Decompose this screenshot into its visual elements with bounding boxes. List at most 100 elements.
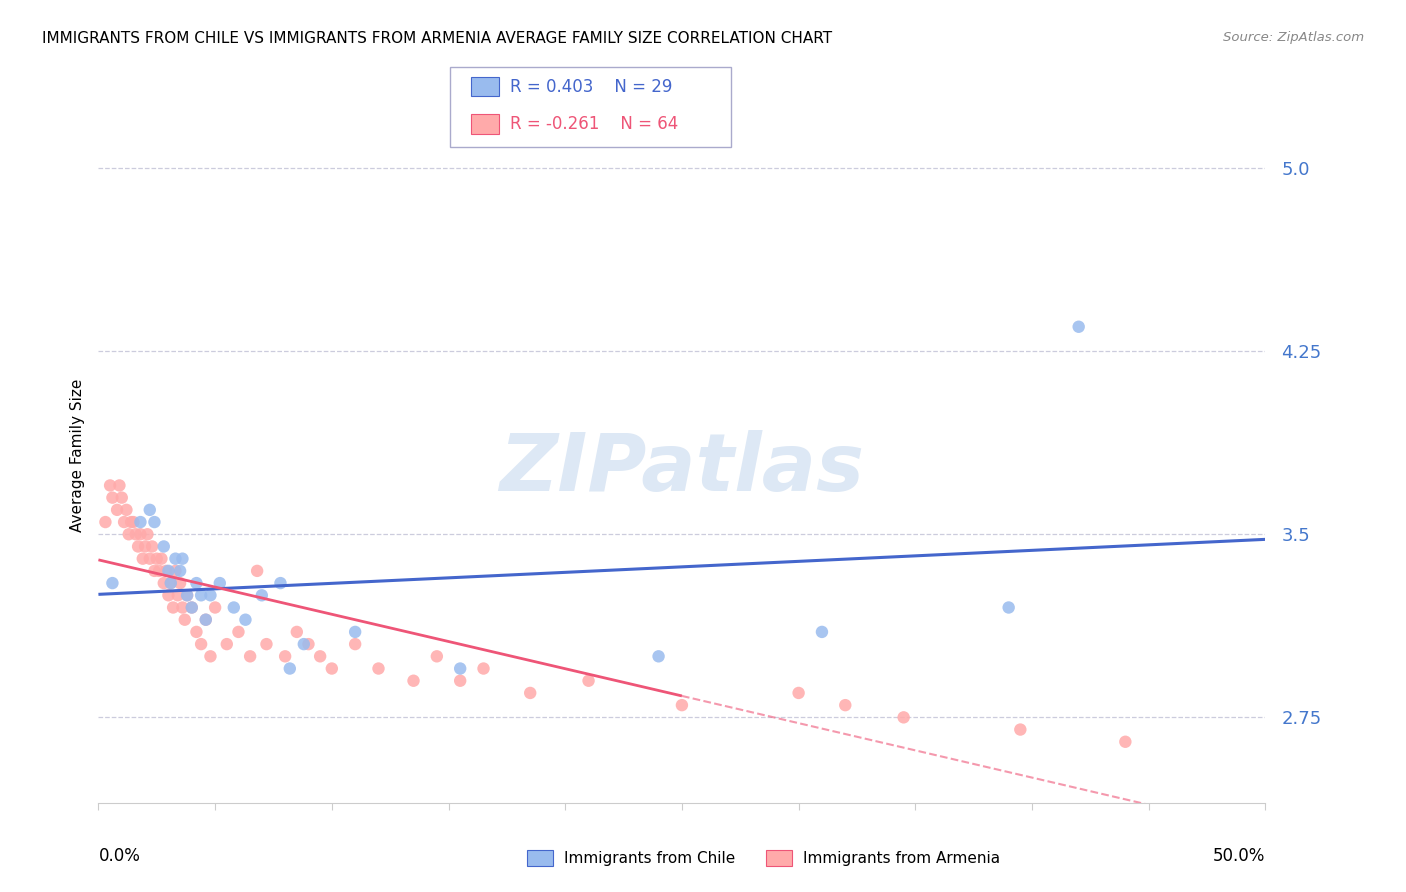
Point <box>111 491 134 505</box>
Point <box>519 686 541 700</box>
Point <box>157 588 180 602</box>
Point <box>165 564 187 578</box>
Point <box>194 613 217 627</box>
Point <box>278 661 301 675</box>
Point <box>173 613 195 627</box>
Point <box>139 551 162 566</box>
Point <box>893 710 915 724</box>
Point <box>190 588 212 602</box>
Point <box>129 515 152 529</box>
Point <box>285 624 308 639</box>
Point <box>176 588 198 602</box>
Point <box>132 551 155 566</box>
Text: 50.0%: 50.0% <box>1213 847 1265 864</box>
Point <box>127 540 149 554</box>
Point <box>250 588 273 602</box>
Point <box>186 624 208 639</box>
Point <box>180 600 202 615</box>
Point <box>152 540 174 554</box>
Point <box>787 686 810 700</box>
Point <box>172 551 194 566</box>
Point <box>235 613 257 627</box>
Point <box>344 624 367 639</box>
Point <box>1067 319 1090 334</box>
Text: IMMIGRANTS FROM CHILE VS IMMIGRANTS FROM ARMENIA AVERAGE FAMILY SIZE CORRELATION: IMMIGRANTS FROM CHILE VS IMMIGRANTS FROM… <box>42 31 832 46</box>
Point <box>578 673 600 688</box>
Point <box>204 600 226 615</box>
Point <box>449 661 471 675</box>
Point <box>101 576 124 591</box>
Point <box>125 527 148 541</box>
Point <box>274 649 297 664</box>
Point <box>402 673 425 688</box>
Point <box>129 527 152 541</box>
Text: 0.0%: 0.0% <box>98 847 141 864</box>
Point <box>159 576 181 591</box>
Point <box>297 637 319 651</box>
Point <box>215 637 238 651</box>
Text: R = -0.261    N = 64: R = -0.261 N = 64 <box>510 115 679 133</box>
Point <box>148 564 170 578</box>
Point <box>122 515 145 529</box>
Point <box>157 564 180 578</box>
Point <box>112 515 135 529</box>
Point <box>228 624 250 639</box>
Point <box>141 540 163 554</box>
Point <box>98 478 121 492</box>
Point <box>997 600 1019 615</box>
Point <box>269 576 291 591</box>
Point <box>367 661 389 675</box>
Text: ZIPatlas: ZIPatlas <box>499 430 865 508</box>
Point <box>150 551 173 566</box>
Point <box>449 673 471 688</box>
Point <box>155 564 177 578</box>
Point <box>811 624 834 639</box>
Text: R = 0.403    N = 29: R = 0.403 N = 29 <box>510 78 672 95</box>
Point <box>647 649 669 664</box>
Point <box>134 540 156 554</box>
Point <box>162 600 184 615</box>
Y-axis label: Average Family Size: Average Family Size <box>69 378 84 532</box>
Point <box>172 600 194 615</box>
Point <box>292 637 315 651</box>
Text: Source: ZipAtlas.com: Source: ZipAtlas.com <box>1223 31 1364 45</box>
Point <box>834 698 856 713</box>
Point <box>101 491 124 505</box>
Point <box>146 551 169 566</box>
Point <box>143 564 166 578</box>
Point <box>105 503 128 517</box>
Point <box>321 661 343 675</box>
Point <box>169 576 191 591</box>
Point <box>208 576 231 591</box>
Text: Immigrants from Chile: Immigrants from Chile <box>564 851 735 865</box>
Point <box>159 576 181 591</box>
Point <box>200 588 222 602</box>
Point <box>246 564 269 578</box>
Point <box>309 649 332 664</box>
Point <box>108 478 131 492</box>
Point <box>115 503 138 517</box>
Point <box>256 637 278 651</box>
Point <box>139 503 162 517</box>
Point <box>222 600 245 615</box>
Point <box>671 698 693 713</box>
Point <box>169 564 191 578</box>
Point <box>165 551 187 566</box>
Point <box>1114 735 1136 749</box>
Point <box>194 613 217 627</box>
Point <box>180 600 202 615</box>
Point <box>120 515 142 529</box>
Point <box>239 649 262 664</box>
Point <box>472 661 495 675</box>
Point <box>1010 723 1032 737</box>
Point <box>190 637 212 651</box>
Point <box>186 576 208 591</box>
Point <box>200 649 222 664</box>
Text: Immigrants from Armenia: Immigrants from Armenia <box>803 851 1000 865</box>
Point <box>152 576 174 591</box>
Point <box>176 588 198 602</box>
Point <box>136 527 159 541</box>
Point <box>143 515 166 529</box>
Point <box>426 649 449 664</box>
Point <box>94 515 117 529</box>
